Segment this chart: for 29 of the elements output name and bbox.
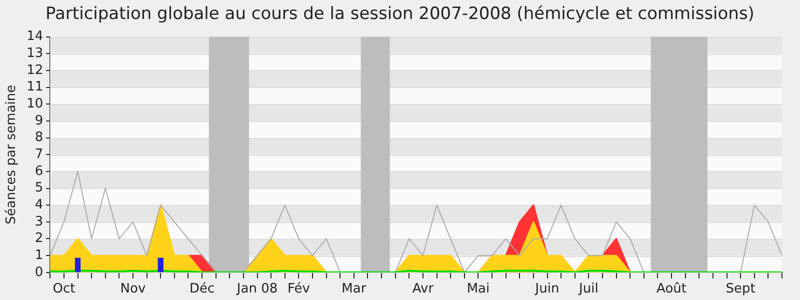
y-tick-label: 8 [34, 130, 44, 146]
y-tick-label: 14 [26, 29, 44, 44]
y-axis-title: Séances par semaine [4, 84, 20, 224]
x-tick-label: Avr [412, 282, 434, 297]
x-tick-label: Juin [534, 282, 560, 297]
chart-title: Participation globale au cours de la session 2007-2008 (hémicycle et commissions) [44, 4, 756, 24]
x-tick-label: Juil [578, 282, 598, 297]
x-tick-label: Oct [52, 282, 76, 297]
y-tick-label: 2 [34, 231, 44, 246]
y-tick-label: 7 [34, 146, 44, 162]
x-tick-label: Sept [726, 282, 756, 297]
y-tick-label: 4 [34, 197, 44, 212]
y-tick-label: 9 [34, 113, 44, 128]
y-tick-label: 12 [26, 62, 44, 78]
y-tick-label: 10 [26, 96, 44, 112]
x-tick-label: Mar [342, 282, 367, 297]
x-tick-label: Fév [287, 282, 310, 297]
y-tick-label: 11 [26, 80, 44, 95]
y-tick-label: 6 [34, 164, 44, 179]
x-tick-label: Nov [120, 282, 146, 297]
y-tick-label: 1 [34, 248, 44, 263]
y-tick-label: 5 [34, 180, 44, 196]
y-tick-label: 13 [26, 46, 44, 62]
x-tick-label: Août [656, 282, 687, 297]
x-tick-label: Déc [189, 282, 215, 297]
x-tick-label: Jan 08 [236, 282, 278, 297]
y-tick-label: 0 [34, 264, 44, 280]
y-tick-label: 3 [34, 214, 44, 230]
x-tick-label: Mai [466, 282, 490, 297]
